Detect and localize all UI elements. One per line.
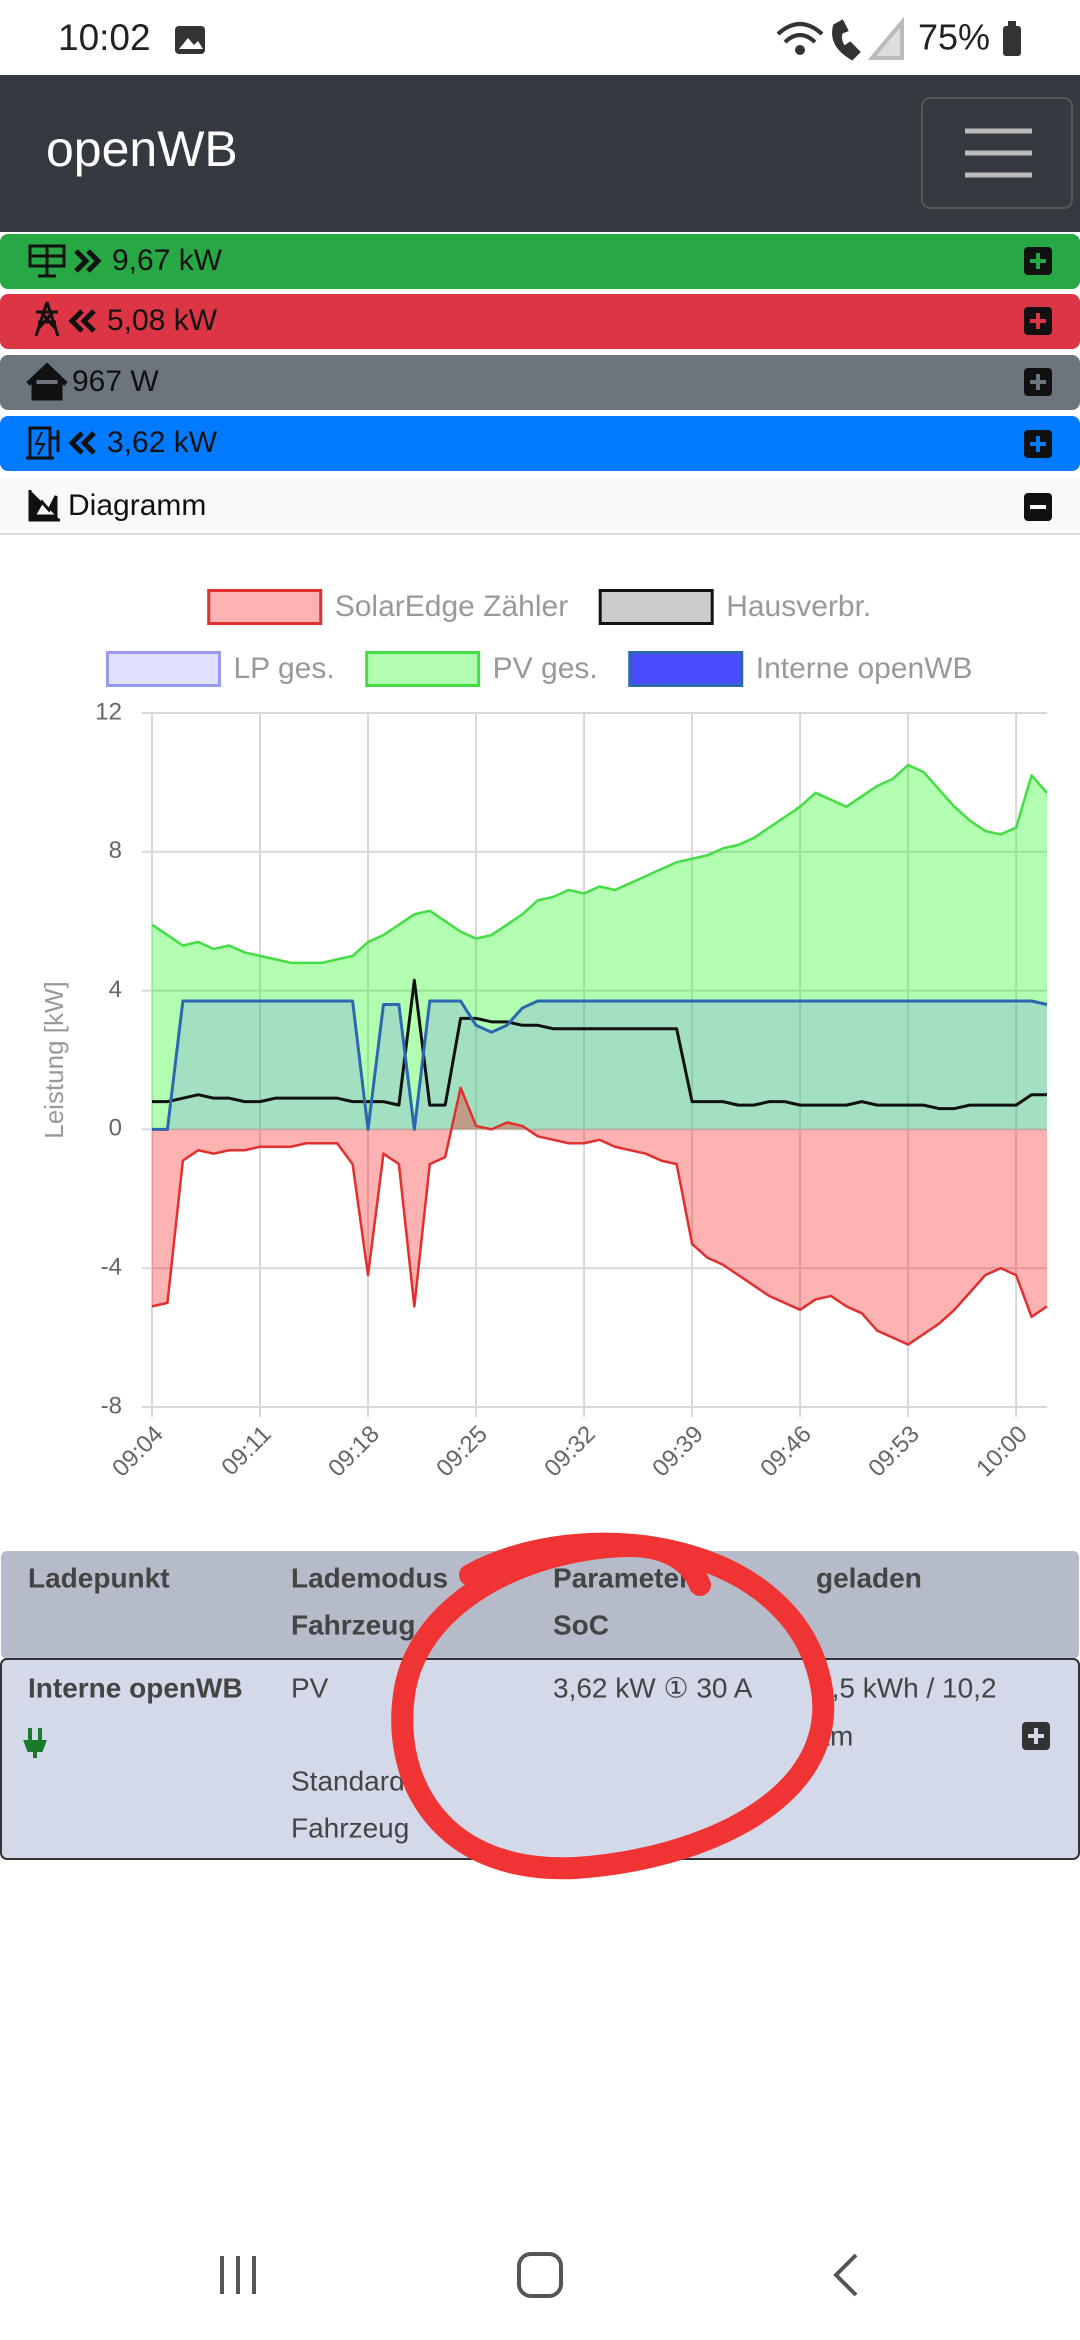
status-battery: 75%	[918, 17, 990, 58]
cell-text: Interne openWB	[28, 1672, 243, 1703]
area	[152, 1087, 1047, 1345]
column-header: Lademodus	[291, 1562, 448, 1593]
x-tick-label: 09:11	[216, 1421, 276, 1481]
back-button[interactable]	[833, 2253, 858, 2297]
area-edge	[151, 763, 1048, 965]
area	[152, 1001, 1047, 1130]
home-button[interactable]	[517, 2252, 563, 2298]
menu-toggle[interactable]	[921, 97, 1073, 209]
system-nav	[220, 2252, 858, 2298]
x-tick-label: 09:25	[431, 1421, 493, 1483]
area	[152, 765, 1047, 1130]
status-image-icon	[175, 26, 205, 54]
x-tick-label: 09:39	[647, 1421, 709, 1483]
column-header: geladen	[816, 1562, 922, 1593]
legend-label: Hausverbr.	[726, 590, 871, 623]
cell-text: Fahrzeug	[291, 1812, 409, 1843]
x-tick-label: 09:53	[863, 1421, 925, 1483]
cell-text: PV	[291, 1672, 329, 1703]
grid-value: 5,08 kW	[107, 304, 218, 337]
legend-swatch	[105, 651, 221, 687]
legend-label: Interne openWB	[756, 652, 973, 685]
pv-value: 9,67 kW	[112, 244, 223, 277]
y-tick-label: -8	[101, 1392, 122, 1419]
y-tick-label: -4	[101, 1254, 122, 1281]
chart: SolarEdge Zähler Hausverbr. LP ges. PV ges.…	[39, 589, 1048, 1483]
house-value: 967 W	[72, 365, 159, 398]
cell-text: 2,5 kWh / 10,2	[816, 1672, 997, 1703]
legend-label: LP ges.	[233, 652, 334, 685]
legend-swatch	[365, 651, 481, 687]
x-tick-label: 09:32	[539, 1421, 601, 1483]
y-tick-label: 0	[109, 1115, 122, 1142]
x-tick-label: 10:00	[971, 1421, 1033, 1483]
y-tick-label: 12	[95, 698, 122, 725]
recents-button[interactable]	[220, 2256, 256, 2294]
area-edge	[151, 1086, 1048, 1346]
house-row[interactable]: 967 W	[0, 355, 1080, 410]
diagram-row[interactable]: Diagramm	[0, 478, 1080, 535]
charge-point-table: Ladepunkt Lademodus Fahrzeug Parameter SoC ge…	[0, 1551, 1080, 1860]
column-header: Ladepunkt	[28, 1562, 170, 1593]
grid-row[interactable]: 5,08 kW	[0, 294, 1080, 349]
column-header: SoC	[553, 1609, 609, 1640]
charging-row[interactable]: 3,62 kW	[0, 416, 1080, 471]
legend-item[interactable]: LP ges.	[105, 651, 335, 687]
y-tick-label: 4	[109, 976, 122, 1003]
legend-label: SolarEdge Zähler	[335, 590, 568, 623]
status-time: 10:02	[58, 17, 151, 58]
charging-value: 3,62 kW	[107, 426, 218, 459]
legend-item[interactable]: PV ges.	[365, 651, 598, 687]
column-header: Parameter	[553, 1562, 690, 1593]
x-tick-label: 09:46	[755, 1421, 817, 1483]
legend-item[interactable]: SolarEdge Zähler	[207, 589, 568, 625]
x-tick-label: 09:04	[107, 1421, 169, 1483]
y-axis-label: Leistung [kW]	[39, 981, 69, 1139]
legend-label: PV ges.	[493, 652, 598, 685]
x-tick-label: 09:18	[323, 1421, 385, 1483]
cell-text: Standard-	[291, 1765, 414, 1796]
cell-text: 3,62 kW ① 30 A	[553, 1672, 753, 1703]
battery-icon	[1003, 21, 1021, 56]
legend-swatch	[207, 589, 323, 625]
legend-swatch	[598, 589, 714, 625]
status-icons	[776, 16, 904, 61]
diagram-title: Diagramm	[68, 489, 206, 522]
navbar	[0, 75, 1080, 232]
column-header: Fahrzeug	[291, 1609, 415, 1640]
y-tick-label: 8	[109, 837, 122, 864]
annotation-circle	[391, 1532, 835, 1880]
pv-row[interactable]: 9,67 kW	[0, 234, 1080, 289]
legend-swatch	[628, 651, 744, 687]
line	[152, 999, 1048, 1131]
plug-icon	[23, 1728, 47, 1758]
brand[interactable]: openWB	[46, 121, 238, 177]
expand-button[interactable]	[1022, 1722, 1050, 1750]
legend-item[interactable]: Interne openWB	[628, 651, 973, 687]
legend-item[interactable]: Hausverbr.	[598, 589, 871, 625]
line	[152, 978, 1047, 1111]
